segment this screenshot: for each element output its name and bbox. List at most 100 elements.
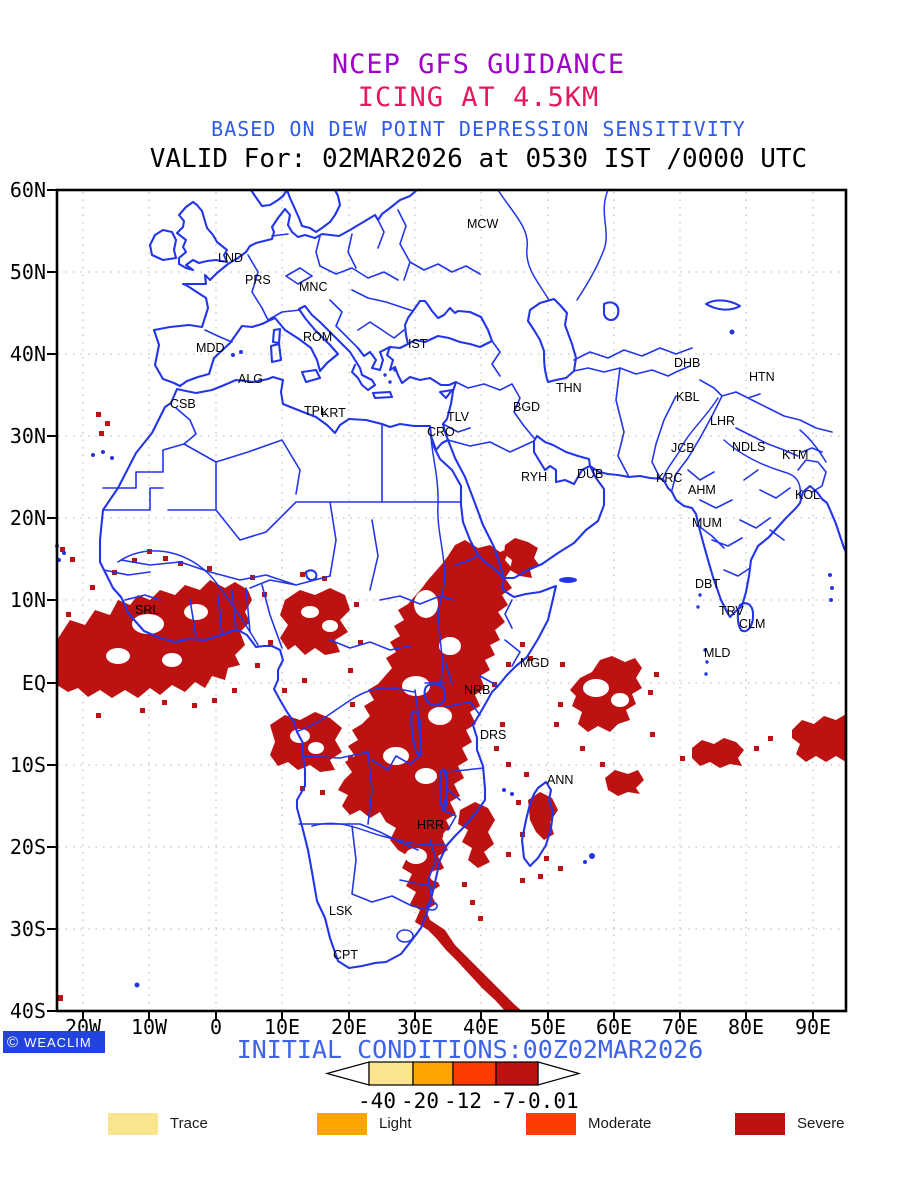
weaclim-logo[interactable]: © WEACLIM — [3, 1031, 105, 1053]
copyright-icon: © — [7, 1033, 20, 1051]
black-sea-coastline — [403, 299, 494, 349]
cyprus-coastline — [438, 388, 454, 400]
lon-label-40e: 40E — [462, 1015, 500, 1039]
colorbar-segment-1 — [412, 1061, 454, 1086]
iberia-france-coastline — [152, 188, 419, 388]
levant-anatolia-coastline — [385, 342, 458, 426]
crete-coastline — [371, 390, 394, 400]
lake-balkhash — [704, 299, 742, 311]
brand-name: WEACLIM — [24, 1034, 92, 1050]
india-coastline — [661, 477, 848, 619]
africa-coastline — [98, 375, 558, 970]
icing-blob-arabian-sea — [504, 538, 540, 578]
city-label-htn: HTN — [749, 370, 775, 384]
city-label-alg: ALG — [238, 372, 263, 386]
page-title: NCEP GFS GUIDANCE — [331, 49, 626, 80]
lat-label-10n: 10N — [9, 588, 46, 612]
legend-label-severe: Severe — [797, 1115, 845, 1132]
lat-label-20n: 20N — [9, 506, 46, 530]
city-label-lhr: LHR — [710, 414, 735, 428]
lat-label-50n: 50N — [9, 260, 46, 284]
city-label-cro: CRO — [427, 425, 455, 439]
scandinavia-coastline — [249, 188, 342, 234]
sri-lanka-coastline — [736, 602, 755, 633]
lon-label-90e: 90E — [794, 1015, 832, 1039]
africa-borders-east — [329, 554, 521, 756]
mediterranean-europe-coastline — [178, 304, 377, 392]
congo-river — [297, 687, 415, 732]
legend-swatch-moderate — [526, 1113, 576, 1135]
icing-blob-indian-ocean-small — [605, 770, 644, 796]
grid-lines — [58, 192, 845, 1009]
asia-borders — [442, 340, 833, 493]
city-label-prs: PRS — [245, 273, 271, 287]
lat-label-10s: 10S — [9, 753, 46, 777]
greece-aegean-coastline — [356, 345, 392, 372]
city-label-mgd: MGD — [520, 656, 549, 670]
city-label-ryh: RYH — [521, 470, 547, 484]
city-label-ahm: AHM — [688, 483, 716, 497]
colorbar-segment-2 — [452, 1061, 497, 1086]
nile-river — [430, 436, 446, 687]
city-label-trv: TRV — [719, 604, 744, 618]
icing-blob-nigeria — [280, 588, 350, 655]
brahmaputra-river — [799, 429, 827, 463]
colorbar-tick-0: -40 — [358, 1089, 396, 1113]
africa-borders-north — [102, 407, 462, 591]
colorbar-arrow-left — [324, 1061, 370, 1086]
africa-borders-south — [298, 751, 484, 943]
lon-label-20e: 20E — [330, 1015, 368, 1039]
city-label-ndls: NDLS — [732, 440, 765, 454]
city-label-krc: KRC — [656, 471, 682, 485]
city-label-ktm: KTM — [782, 448, 808, 462]
lat-label-40s: 40S — [9, 999, 46, 1023]
lake-tanganyika — [410, 710, 422, 757]
icing-blob-indian-ocean-main — [570, 656, 642, 732]
icing-blob-congo — [270, 712, 342, 772]
india-state-borders — [687, 469, 791, 577]
lon-label-80e: 80E — [727, 1015, 765, 1039]
city-label-lnd: LND — [218, 251, 243, 265]
city-label-ist: IST — [408, 337, 428, 351]
lon-label-70e: 70E — [661, 1015, 699, 1039]
city-label-bgd: BGD — [513, 400, 540, 414]
sardinia-coastline — [269, 342, 283, 364]
icing-holes — [106, 590, 629, 882]
city-label-dub: DUB — [577, 467, 603, 481]
city-label-jcb: JCB — [671, 441, 695, 455]
city-label-kol: KOL — [795, 488, 820, 502]
subtitle-method: BASED ON DEW POINT DEPRESSION SENSITIVIT… — [211, 117, 746, 141]
city-label-drs: DRS — [480, 728, 506, 742]
lon-label-10w: 10W — [130, 1015, 168, 1039]
lat-label-eq: EQ — [21, 671, 46, 695]
lake-victoria — [423, 682, 447, 707]
city-label-cpt: CPT — [333, 948, 358, 962]
city-label-dhb: DHB — [674, 356, 700, 370]
city-label-mdd: MDD — [196, 341, 224, 355]
small-islands — [55, 329, 834, 988]
colorbar-arrow-right — [537, 1061, 582, 1086]
lat-label-30s: 30S — [9, 917, 46, 941]
city-label-mcw: MCW — [467, 217, 498, 231]
city-label-lsk: LSK — [329, 904, 353, 918]
city-label-thn: THN — [556, 381, 582, 395]
icing-blob-mozambique-channel — [458, 802, 495, 868]
map-frame — [55, 188, 848, 1013]
city-label-tpl: TPL — [304, 404, 327, 418]
legend-label-trace: Trace — [170, 1115, 208, 1132]
lat-label-30n: 30N — [9, 424, 46, 448]
madagascar-coastline — [520, 780, 555, 868]
city-label-kbl: KBL — [676, 390, 700, 404]
lat-label-60n: 60N — [9, 178, 46, 202]
city-label-tlv: TLV — [447, 410, 470, 424]
city-label-ann: ANN — [547, 773, 573, 787]
legend-swatch-light — [317, 1113, 367, 1135]
ural-river — [576, 189, 609, 301]
city-label-csb: CSB — [170, 397, 196, 411]
lon-label-50e: 50E — [529, 1015, 567, 1039]
colorbar-tick-2: -12 — [444, 1089, 482, 1113]
city-label-mum: MUM — [692, 516, 722, 530]
subtitle-parameter: ICING AT 4.5KM — [357, 82, 600, 113]
